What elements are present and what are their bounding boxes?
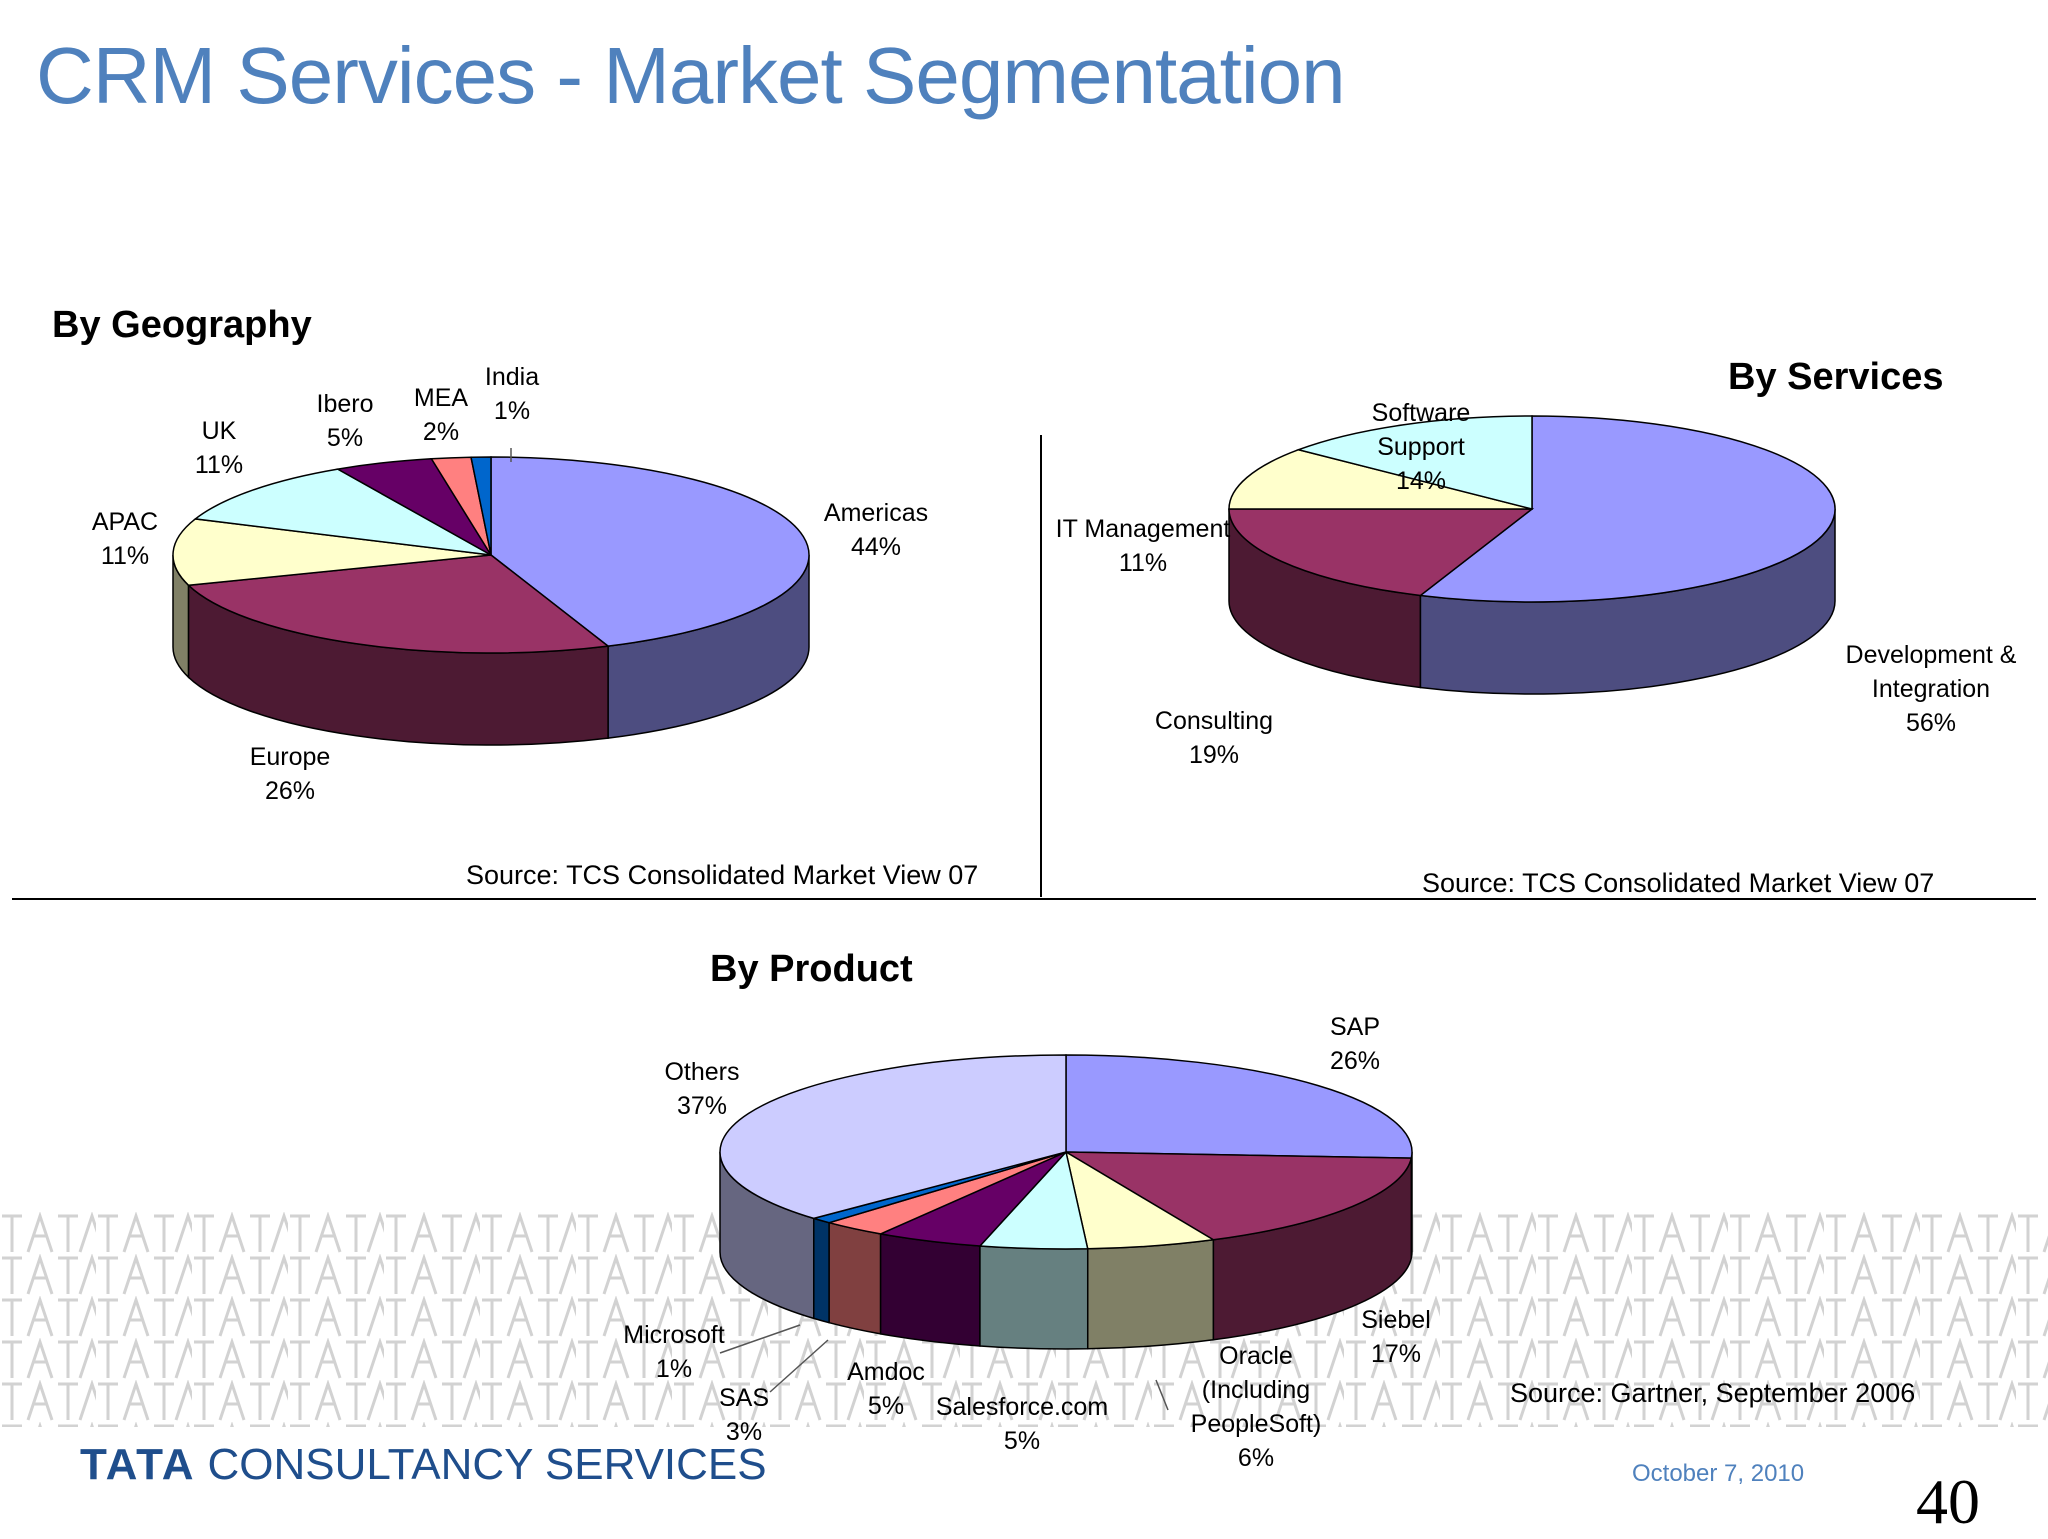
prod-label-oracle: Oracle (Including PeopleSoft) 6% — [1190, 1342, 1322, 1472]
footer-date: October 7, 2010 — [1632, 1460, 1805, 1487]
prod-label-sap: SAP 26% — [1329, 1013, 1381, 1075]
product-source: Source: Gartner, September 2006 — [1510, 1378, 1916, 1408]
prod-label-microsoft: Microsoft 1% — [623, 1321, 725, 1383]
geo-label-europe: Europe 26% — [249, 743, 331, 805]
prod-side-amdoc — [879, 1233, 981, 1347]
prod-side-sas — [828, 1221, 882, 1335]
geo-label-uk: UK 11% — [194, 417, 244, 479]
svc-label-development: Development & Integration 56% — [1845, 641, 2017, 737]
services-source: Source: TCS Consolidated Market View 07 — [1422, 868, 1935, 898]
geo-label-ibero: Ibero 5% — [316, 390, 374, 452]
geo-label-americas: Americas 44% — [823, 499, 929, 561]
services-pie-chart — [1228, 415, 1836, 695]
geo-label-mea: MEA 2% — [413, 384, 469, 446]
svc-slice-development-integration — [1418, 415, 1836, 603]
prod-side-microsoft — [813, 1217, 830, 1324]
prod-side-oracle-including-peoplesoft — [1086, 1238, 1215, 1350]
geo-slice-apac — [172, 518, 492, 587]
leader-oracle — [1155, 1379, 1169, 1411]
prod-slice-oracle-including-peoplesoft — [1064, 1150, 1216, 1250]
prod-label-siebel: Siebel 17% — [1361, 1306, 1431, 1368]
prod-label-amdoc: Amdoc 5% — [847, 1358, 925, 1420]
geography-chart-title: By Geography — [52, 304, 312, 346]
svc-label-it-management: IT Management 11% — [1055, 515, 1231, 577]
prod-label-sas: SAS 3% — [718, 1384, 770, 1446]
svc-slice-it-management — [1228, 448, 1533, 510]
prod-slice-sap — [1065, 1054, 1413, 1159]
page-title: CRM Services - Market Segmentation — [36, 31, 1346, 120]
page-number: 40 — [1916, 1466, 1980, 1537]
svc-label-consulting: Consulting 19% — [1154, 707, 1274, 769]
horizontal-divider — [12, 898, 2036, 900]
logo-mark: TATA — [80, 1440, 196, 1489]
svc-label-software-support: Software Support 14% — [1371, 399, 1471, 495]
prod-side-salesforce-com — [979, 1245, 1089, 1350]
prod-slice-siebel — [1063, 1151, 1413, 1241]
geography-source: Source: TCS Consolidated Market View 07 — [466, 860, 979, 890]
prod-label-others: Others 37% — [664, 1058, 740, 1120]
label-leader-lines — [510, 448, 1169, 1411]
logo-text: CONSULTANCY SERVICES — [207, 1440, 767, 1489]
svc-slice-consulting — [1228, 508, 1535, 597]
geo-slice-india — [470, 456, 492, 556]
prod-slice-others — [719, 1054, 1067, 1220]
leader-microsoft — [719, 1324, 801, 1354]
svc-slice-software-support — [1296, 415, 1533, 510]
vertical-divider — [1040, 435, 1042, 897]
tcs-logo: TATA CONSULTANCY SERVICES — [80, 1440, 767, 1490]
prod-label-salesforce: Salesforce.com 5% — [935, 1393, 1109, 1455]
geo-slice-uk — [193, 468, 492, 556]
geography-pie-chart — [172, 456, 810, 746]
product-chart-title: By Product — [710, 948, 913, 990]
geo-label-india: India 1% — [484, 363, 540, 425]
geo-slice-americas — [490, 456, 810, 647]
leader-sas — [769, 1339, 829, 1393]
services-chart-title: By Services — [1728, 356, 1944, 398]
geo-label-apac: APAC 11% — [91, 508, 159, 570]
geo-slice-europe — [186, 554, 610, 654]
product-pie-chart — [719, 1054, 1413, 1350]
